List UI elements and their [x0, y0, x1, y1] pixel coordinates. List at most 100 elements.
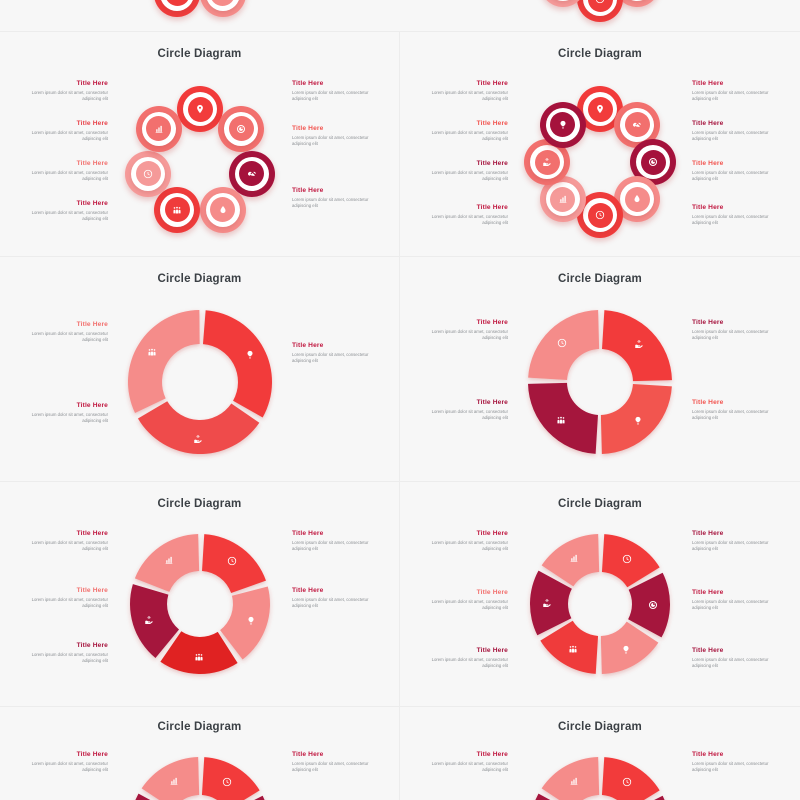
label-block[interactable]: Title Here Lorem ipsum dolor sit amet, co… [416, 160, 508, 183]
donut-segment[interactable] [202, 310, 272, 418]
petal-white-ring [619, 0, 654, 1]
donut-segment[interactable] [127, 310, 200, 413]
donut-segment[interactable] [134, 534, 200, 592]
donut-segment[interactable] [602, 310, 672, 382]
label-block[interactable]: Title Here Lorem ipsum dolor sit amet, co… [16, 587, 108, 610]
label-block[interactable]: Title Here Lorem ipsum dolor sit amet, co… [416, 399, 508, 422]
donut-segment[interactable] [601, 757, 660, 800]
donut-segment[interactable] [541, 757, 600, 800]
donut-segment[interactable] [530, 570, 572, 636]
label-title: Title Here [692, 399, 724, 406]
flower-petal[interactable] [154, 186, 200, 233]
donut-segment[interactable] [130, 793, 172, 800]
donut-segment[interactable] [129, 584, 180, 659]
flower-petal[interactable] [539, 176, 586, 223]
label-block[interactable]: Title Here Lorem ipsum dolor sit amet, co… [16, 80, 108, 103]
donut-segment[interactable] [628, 795, 670, 800]
label-block[interactable]: Title Here Lorem ipsum dolor sit amet, co… [416, 204, 508, 227]
label-block[interactable]: Title Here Lorem ipsum dolor sit amet, co… [16, 321, 108, 344]
label-block[interactable]: Title Here Lorem ipsum dolor sit amet, co… [416, 751, 508, 774]
donut-segment[interactable] [228, 795, 270, 800]
flower-petal[interactable] [218, 105, 265, 152]
label-block[interactable]: Title Here Lorem ipsum dolor sit amet, co… [416, 647, 508, 670]
donut-segment[interactable] [202, 534, 266, 593]
label-block[interactable]: Title Here Lorem ipsum dolor sit amet, co… [692, 589, 784, 612]
label-block[interactable]: Title Here Lorem ipsum dolor sit amet, co… [292, 80, 384, 103]
label-block[interactable]: Title Here Lorem ipsum dolor sit amet, co… [292, 342, 384, 365]
flower-petal[interactable] [135, 105, 182, 152]
label-block[interactable]: Title Here Lorem ipsum dolor sit amet, co… [692, 530, 784, 553]
label-title: Title Here [292, 80, 324, 87]
label-block[interactable]: Title Here Lorem ipsum dolor sit amet, co… [292, 125, 384, 148]
flower-petal[interactable] [177, 86, 223, 132]
flower-petal[interactable] [199, 186, 246, 233]
label-block[interactable]: Title Here Lorem ipsum dolor sit amet, co… [16, 402, 108, 425]
petal-outer-ring [540, 0, 587, 7]
label-title: Title Here [292, 125, 324, 132]
donut-segment[interactable] [530, 793, 572, 800]
donut-segment[interactable] [541, 534, 600, 587]
donut-segment[interactable] [137, 401, 260, 454]
label-body: Lorem ipsum dolor sit amet, consectetur … [692, 760, 769, 773]
donut-segment[interactable] [201, 757, 260, 800]
label-body: Lorem ipsum dolor sit amet, consectetur … [431, 169, 508, 182]
label-block[interactable]: Title Here Lorem ipsum dolor sit amet, co… [16, 642, 108, 665]
donut-segment[interactable] [528, 310, 600, 380]
label-block[interactable]: Title Here Lorem ipsum dolor sit amet, co… [692, 80, 784, 103]
label-title: Title Here [76, 530, 108, 537]
label-block[interactable]: Title Here Lorem ipsum dolor sit amet, co… [292, 187, 384, 210]
donut-segment[interactable] [600, 621, 659, 674]
label-block[interactable]: Title Here Lorem ipsum dolor sit amet, co… [692, 160, 784, 183]
label-block[interactable]: Title Here Lorem ipsum dolor sit amet, co… [16, 200, 108, 223]
label-body: Lorem ipsum dolor sit amet, consectetur … [31, 169, 108, 182]
petal-core [587, 0, 613, 12]
label-block[interactable]: Title Here Lorem ipsum dolor sit amet, co… [692, 120, 784, 143]
flower-petal[interactable] [125, 150, 172, 197]
water-drop-icon [218, 205, 228, 215]
label-block[interactable]: Title Here Lorem ipsum dolor sit amet, co… [416, 80, 508, 103]
flower-petal[interactable] [154, 0, 201, 17]
donut-segment[interactable] [528, 382, 598, 454]
label-block[interactable]: Title Here Lorem ipsum dolor sit amet, co… [692, 204, 784, 227]
label-block[interactable]: Title Here Lorem ipsum dolor sit amet, co… [16, 120, 108, 143]
label-block[interactable]: Title Here Lorem ipsum dolor sit amet, co… [292, 751, 384, 774]
donut-segment[interactable] [220, 586, 270, 660]
label-title: Title Here [692, 120, 724, 127]
label-block[interactable]: Title Here Lorem ipsum dolor sit amet, co… [292, 587, 384, 610]
donut-segment[interactable] [600, 384, 672, 454]
label-title: Title Here [476, 80, 508, 87]
flower-petal[interactable] [524, 139, 570, 185]
flower-petal[interactable] [577, 0, 623, 22]
label-block[interactable]: Title Here Lorem ipsum dolor sit amet, co… [16, 530, 108, 553]
donut-segment[interactable] [160, 631, 238, 674]
label-block[interactable]: Title Here Lorem ipsum dolor sit amet, co… [16, 751, 108, 774]
flower-petal[interactable] [228, 150, 275, 197]
label-block[interactable]: Title Here Lorem ipsum dolor sit amet, co… [692, 647, 784, 670]
petal-core [228, 116, 254, 142]
label-block[interactable]: Title Here Lorem ipsum dolor sit amet, co… [692, 751, 784, 774]
label-block[interactable]: Title Here Lorem ipsum dolor sit amet, co… [692, 399, 784, 422]
flower-petal[interactable] [540, 0, 587, 7]
label-block[interactable]: Title Here Lorem ipsum dolor sit amet, co… [16, 160, 108, 183]
donut-chart [130, 757, 270, 800]
petal-core [210, 197, 236, 223]
label-block[interactable]: Title Here Lorem ipsum dolor sit amet, co… [416, 319, 508, 342]
label-title: Title Here [76, 160, 108, 167]
label-block[interactable]: Title Here Lorem ipsum dolor sit amet, co… [292, 530, 384, 553]
lightbulb-icon [558, 120, 568, 130]
label-body: Lorem ipsum dolor sit amet, consectetur … [31, 596, 108, 609]
label-block[interactable]: Title Here Lorem ipsum dolor sit amet, co… [416, 530, 508, 553]
label-body: Lorem ipsum dolor sit amet, consectetur … [292, 196, 369, 209]
panel-top-left-cut [0, 0, 400, 32]
petal-core [239, 161, 265, 187]
flower-petal[interactable] [539, 101, 586, 148]
label-block[interactable]: Title Here Lorem ipsum dolor sit amet, co… [692, 319, 784, 342]
panel-r3-right: Circle Diagram Title Here Lorem ipsum dolo… [400, 482, 800, 707]
donut-segment[interactable] [141, 757, 200, 800]
label-block[interactable]: Title Here Lorem ipsum dolor sit amet, co… [416, 120, 508, 143]
petal-core [135, 161, 161, 187]
flower-petal[interactable] [613, 0, 660, 7]
label-block[interactable]: Title Here Lorem ipsum dolor sit amet, co… [416, 589, 508, 612]
label-body: Lorem ipsum dolor sit amet, consectetur … [31, 330, 108, 343]
flower-petal[interactable] [199, 0, 246, 17]
